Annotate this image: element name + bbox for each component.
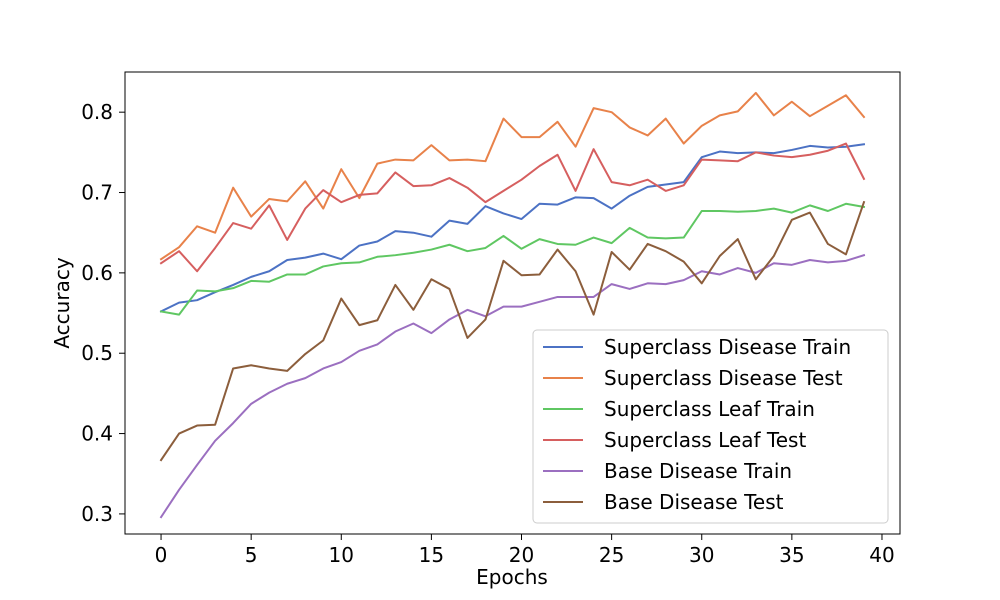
series-line-0 [159, 143, 866, 313]
legend-label-3: Superclass Leaf Test [604, 428, 806, 452]
series-line-2 [159, 202, 866, 316]
legend-label-1: Superclass Disease Test [604, 366, 843, 390]
legend-label-4: Base Disease Train [604, 459, 792, 483]
series-line-1 [159, 91, 866, 261]
y-axis: 0.3 0.4 0.5 0.6 0.7 0.8 [81, 100, 125, 526]
series-line-3 [159, 142, 866, 273]
x-tick-label: 15 [419, 543, 444, 567]
y-tick-label: 0.4 [81, 422, 113, 446]
y-tick-label: 0.8 [81, 100, 113, 124]
series-lines [159, 91, 866, 519]
y-axis-label: Accuracy [50, 257, 74, 348]
y-tick-label: 0.3 [81, 502, 113, 526]
y-tick-label: 0.6 [81, 261, 113, 285]
x-tick-label: 0 [155, 543, 168, 567]
y-tick-label: 0.5 [81, 341, 113, 365]
plot-area-frame [124, 71, 901, 535]
legend-label-0: Superclass Disease Train [604, 335, 851, 359]
x-tick-label: 5 [245, 543, 258, 567]
legend: Superclass Disease Train Superclass Disea… [532, 329, 889, 524]
legend-label-2: Superclass Leaf Train [604, 397, 815, 421]
series-line-5 [159, 200, 866, 462]
x-tick-label: 10 [329, 543, 354, 567]
x-tick-label: 30 [689, 543, 714, 567]
legend-label-5: Base Disease Test [604, 490, 784, 514]
x-axis: 0 5 10 15 20 25 30 35 40 [155, 534, 895, 567]
legend-box [532, 329, 889, 524]
x-tick-label: 25 [599, 543, 624, 567]
y-tick-label: 0.7 [81, 181, 113, 205]
series-line-4 [159, 253, 866, 519]
x-tick-label: 20 [509, 543, 534, 567]
x-tick-label: 40 [869, 543, 894, 567]
x-axis-label: Epochs [476, 565, 548, 589]
x-tick-label: 35 [779, 543, 804, 567]
